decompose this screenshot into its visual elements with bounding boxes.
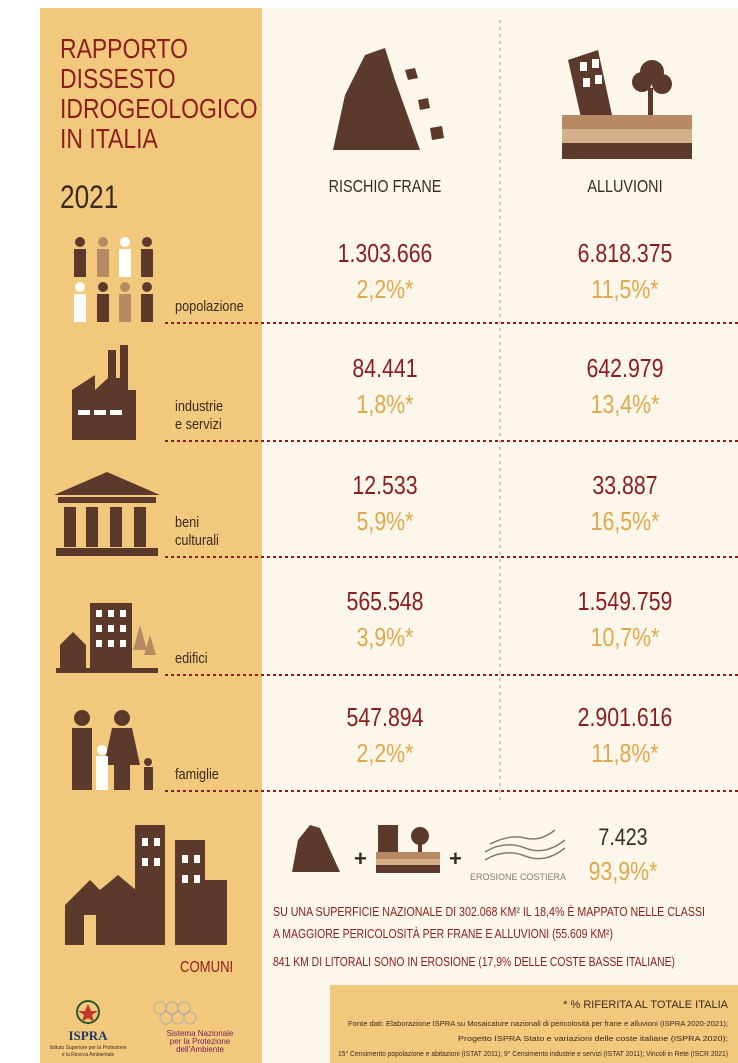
footer-panel <box>330 985 738 1063</box>
title-line: IN ITALIA <box>60 124 159 155</box>
footer-note: * % RIFERITA AL TOTALE ITALIA <box>563 999 729 1011</box>
percent: 13,4%* <box>591 390 660 420</box>
family-icon <box>72 710 153 790</box>
comuni-label: COMUNI <box>180 959 233 976</box>
value: 2.901.616 <box>578 703 673 733</box>
logo-shapes <box>76 1000 197 1025</box>
landslide-icon <box>333 48 444 150</box>
percent: 11,5%* <box>591 275 658 305</box>
comuni-icons: + + <box>292 825 566 873</box>
ispra-subtitle: Istituto Superiore per la Protezione <box>50 1045 127 1051</box>
column-header: RISCHIO FRANE <box>329 177 442 197</box>
flood-icon <box>562 50 692 159</box>
comuni-note: A MAGGIORE PERICOLOSITÀ PER FRANE E ALLU… <box>273 926 613 941</box>
title-line: DISSESTO <box>60 64 176 95</box>
comuni-percent: 93,9%* <box>589 857 658 887</box>
row-label: famiglie <box>175 765 219 782</box>
comuni-value: 7.423 <box>598 823 647 850</box>
percent: 1,8%* <box>357 390 414 420</box>
percent: 2,2%* <box>357 275 414 305</box>
row-label: beni <box>175 513 199 530</box>
row-label: edifici <box>175 649 208 666</box>
snpa-logo-text: dell'Ambiente <box>176 1045 224 1054</box>
source-line: Fonte dati: Elaborazione ISPRA su Mosaic… <box>348 1021 728 1028</box>
value: 6.818.375 <box>578 239 673 269</box>
comuni-note: SU UNA SUPERFICIE NAZIONALE DI 302.068 K… <box>273 904 705 919</box>
title-line: RAPPORTO <box>60 34 188 65</box>
percent: 16,5%* <box>591 507 660 537</box>
source-line: Progetto ISPRA Stato e variazioni delle … <box>458 1036 728 1043</box>
value: 547.894 <box>346 703 423 733</box>
temple-icon <box>54 472 160 556</box>
factory-icon <box>72 345 136 440</box>
value: 642.979 <box>586 354 663 384</box>
snpa-logo-text: per la Protezione <box>170 1037 231 1046</box>
value: 1.303.666 <box>338 239 433 269</box>
buildings-icon <box>56 603 158 673</box>
percent: 3,9%* <box>357 623 414 653</box>
people-icon <box>74 237 153 322</box>
row-label: culturali <box>175 531 219 548</box>
percent: 2,2%* <box>357 739 414 769</box>
title-year: 2021 <box>60 181 118 216</box>
comuni-note: 841 KM DI LITORALI SONO IN EROSIONE (17,… <box>273 954 675 969</box>
percent: 5,9%* <box>357 507 414 537</box>
ispra-subtitle: e la Ricerca Ambientale <box>62 1052 115 1058</box>
column-header: ALLUVIONI <box>587 177 662 197</box>
value: 565.548 <box>346 587 423 617</box>
snpa-logo-text: Sistema Nazionale <box>167 1029 234 1038</box>
city-icon <box>65 825 227 945</box>
plus: + <box>354 846 367 871</box>
value: 1.549.759 <box>578 587 673 617</box>
percent: 10,7%* <box>591 623 660 653</box>
ispra-logo-text: ISPRA <box>68 1028 108 1043</box>
value: 12.533 <box>352 471 417 501</box>
percent: 11,8%* <box>591 739 658 769</box>
title-line: IDROGEOLOGICO <box>60 94 258 125</box>
erosion-label: EROSIONE COSTIERA <box>470 872 566 882</box>
row-label: e servizi <box>175 415 222 432</box>
value: 33.887 <box>592 471 657 501</box>
value: 84.441 <box>352 354 417 384</box>
row-label: popolazione <box>175 297 244 314</box>
source-line: 15° Censimento popolazione e abitazioni … <box>338 1050 728 1058</box>
plus: + <box>449 846 462 871</box>
row-label: industrie <box>175 397 223 414</box>
